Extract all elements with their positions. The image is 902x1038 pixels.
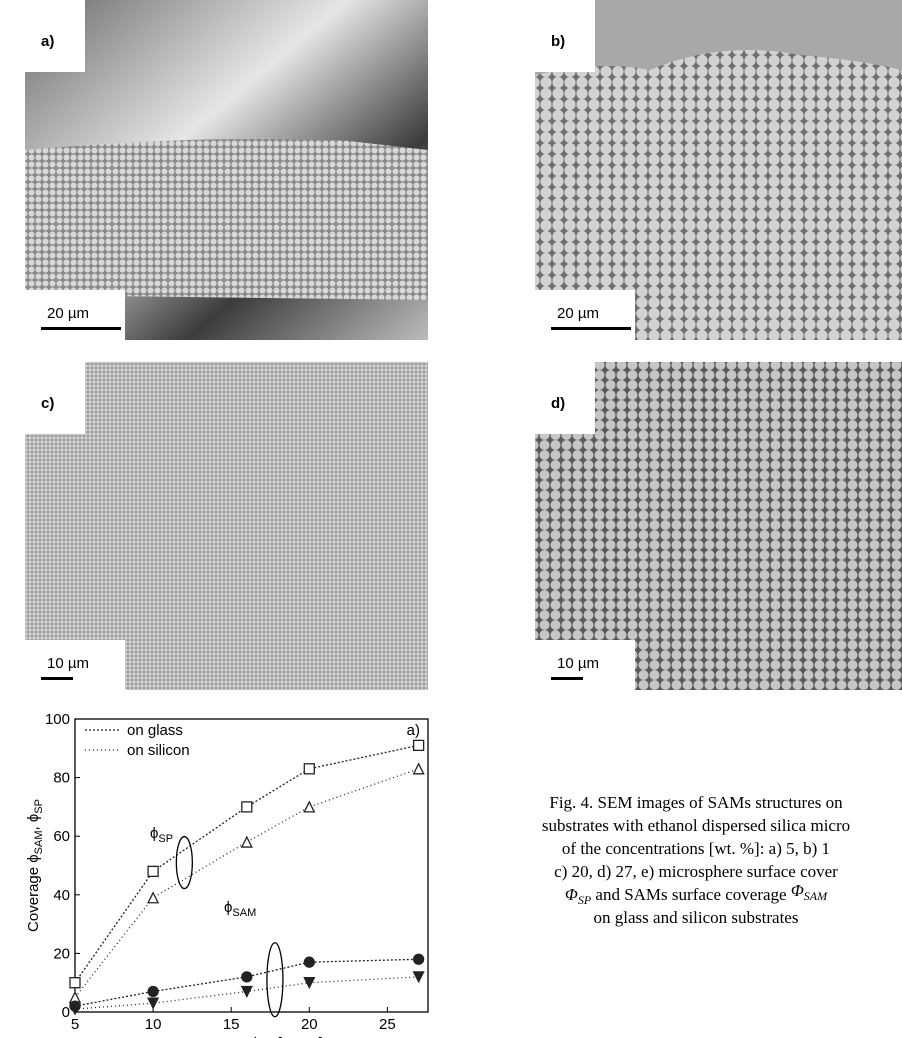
marker: [148, 866, 158, 876]
scale-text: 20 µm: [47, 305, 89, 322]
panel-label: d): [551, 395, 565, 412]
x-tick-label: 15: [223, 1016, 240, 1033]
group-label-sub: SAM: [232, 907, 256, 919]
sem-images: [25, 0, 902, 690]
caption-part: Φ: [791, 881, 804, 900]
caption-part: Φ: [565, 885, 578, 904]
page: a) 20 µm b) 20 µm c) 10 µm d) 10 µm 0 20 40 60 80 10…: [0, 0, 902, 1038]
x-tick-label: 25: [379, 1016, 396, 1033]
y-label-part: SAM: [33, 830, 45, 854]
plot-frame: [75, 719, 428, 1012]
caption-part: of the concentrations [wt. %]: a) 5, b) …: [562, 839, 830, 858]
caption-part: and SAMs surface coverage: [591, 885, 791, 904]
group-label: ϕSP: [150, 825, 173, 845]
legend-label: on glass: [127, 722, 183, 739]
y-tick-label: 60: [53, 828, 70, 845]
caption-part: substrates with ethanol dispersed silica…: [542, 816, 850, 835]
caption-line: ΦSP and SAMs surface coverage ΦSAM: [565, 881, 828, 907]
marker: [304, 957, 314, 967]
caption-part: SP: [578, 893, 592, 907]
scale-bar: [41, 677, 73, 680]
chart: 020406080100510152025Concentration [wt. …: [25, 711, 428, 1038]
caption-line: c) 20, d) 27, e) microsphere surface cov…: [554, 862, 838, 881]
panel-label: c): [41, 395, 54, 412]
marker: [148, 986, 158, 996]
marker: [414, 740, 424, 750]
legend-label: on silicon: [127, 742, 190, 759]
caption-line: of the concentrations [wt. %]: a) 5, b) …: [562, 839, 830, 858]
series-line: [75, 745, 419, 982]
marker: [148, 998, 158, 1008]
image-a-monolayer: [25, 139, 428, 300]
marker: [304, 764, 314, 774]
marker: [414, 972, 424, 982]
caption-part: Fig. 4. SEM images of SAMs structures on: [549, 793, 843, 812]
marker: [414, 764, 424, 774]
caption-line: on glass and silicon substrates: [594, 908, 799, 927]
caption-line: substrates with ethanol dispersed silica…: [542, 816, 850, 835]
series-line: [75, 959, 419, 1006]
y-label-part: , ϕ: [25, 814, 42, 831]
y-tick-label: 0: [62, 1004, 70, 1021]
group-label-symbol: ϕ: [150, 825, 158, 842]
scale-text: 20 µm: [557, 305, 599, 322]
caption-part: on glass and silicon substrates: [594, 908, 799, 927]
caption-part: c) 20, d) 27, e) microsphere surface cov…: [554, 862, 838, 881]
label-box: [25, 0, 85, 72]
marker: [242, 837, 252, 847]
caption-line: Fig. 4. SEM images of SAMs structures on: [549, 793, 843, 812]
group-ellipse: [176, 837, 192, 889]
figure: a) 20 µm b) 20 µm c) 10 µm d) 10 µm 0 20 40 60 80 10…: [0, 0, 902, 1038]
scale-bar: [41, 327, 121, 330]
scale-bar: [551, 677, 583, 680]
corner-label: a): [407, 722, 420, 739]
scale-bar: [551, 327, 631, 330]
scale-text: 10 µm: [47, 655, 89, 672]
marker: [414, 954, 424, 964]
caption-part: SAM: [804, 889, 828, 903]
y-label-part: Coverage ϕ: [25, 854, 42, 932]
scale-text: 10 µm: [557, 655, 599, 672]
caption: Fig. 4. SEM images of SAMs structures on…: [542, 793, 850, 927]
group-label-sub: SP: [158, 833, 173, 845]
marker: [242, 972, 252, 982]
marker: [148, 893, 158, 903]
marker: [304, 802, 314, 812]
y-tick-label: 100: [45, 711, 70, 728]
panel-label: b): [551, 33, 565, 50]
group-label: ϕSAM: [224, 899, 256, 919]
y-label-part: SP: [33, 799, 45, 814]
group-label-symbol: ϕ: [224, 899, 232, 916]
x-tick-label: 5: [71, 1016, 79, 1033]
marker: [70, 978, 80, 988]
label-box: [25, 362, 85, 434]
x-tick-label: 10: [145, 1016, 162, 1033]
group-ellipse: [267, 943, 283, 1017]
y-tick-label: 40: [53, 887, 70, 904]
y-axis-label: Coverage ϕSAM, ϕSP: [25, 799, 45, 932]
x-tick-label: 20: [301, 1016, 318, 1033]
panel-label: a): [41, 33, 54, 50]
marker: [242, 802, 252, 812]
y-tick-label: 20: [53, 945, 70, 962]
y-tick-label: 80: [53, 770, 70, 787]
